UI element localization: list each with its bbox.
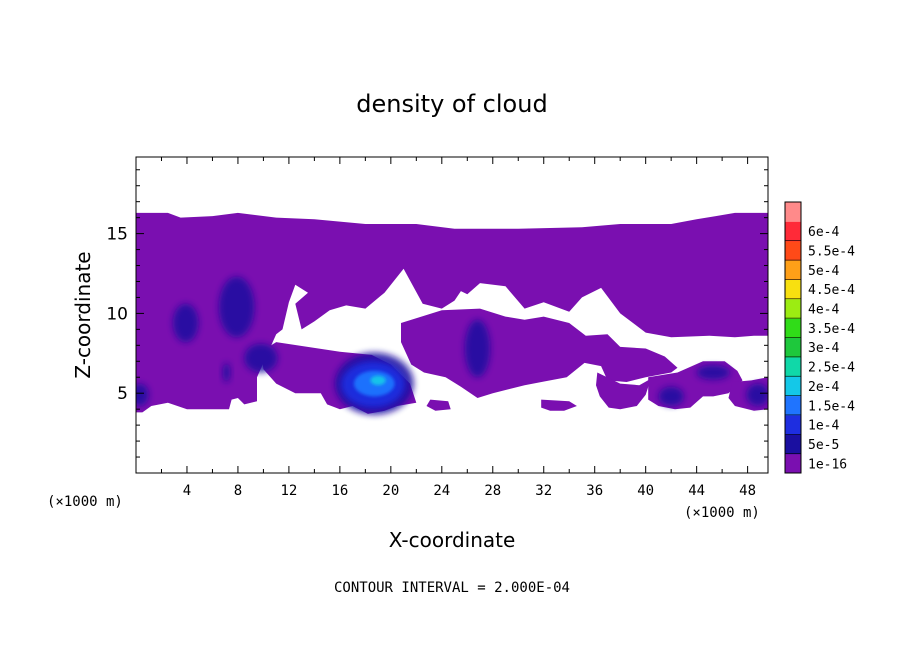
density-contour-level-1 (658, 386, 684, 406)
colorbar-label: 2e-4 (808, 380, 839, 395)
colorbar-label: 3.5e-4 (808, 322, 855, 337)
colorbar-label: 1e-4 (808, 419, 839, 434)
cloud-region-base (136, 212, 768, 413)
cloud-region-patch (426, 399, 451, 411)
density-contour-level-1 (218, 276, 255, 338)
colorbar-label: 1e-16 (808, 457, 847, 472)
x-unit-right-label: (×1000 m) (684, 505, 760, 521)
colorbar-swatch (785, 337, 801, 358)
x-tick-label: 12 (280, 483, 297, 499)
colorbar-label: 6e-4 (808, 225, 839, 240)
colorbar-swatch (785, 376, 801, 397)
x-tick-label: 4 (183, 483, 191, 499)
colorbar-swatch (785, 434, 801, 455)
colorbar-swatch (785, 240, 801, 261)
colorbar-swatch (785, 279, 801, 300)
colorbar-label: 1.5e-4 (808, 399, 855, 414)
y-tick-label: 10 (106, 304, 128, 324)
colorbar-label: 5e-5 (808, 438, 839, 453)
x-tick-label: 48 (739, 483, 756, 499)
y-tick-label: 5 (117, 384, 128, 404)
y-axis: 5 10 15 (106, 169, 768, 458)
colorbar-swatch (785, 221, 801, 242)
density-contour-level-4 (370, 375, 386, 386)
colorbar-swatch (785, 260, 801, 280)
x-tick-label: 32 (535, 483, 552, 499)
x-axis-label: X-coordinate (389, 528, 516, 552)
x-tick-label: 44 (688, 483, 705, 499)
colorbar-swatch (785, 395, 801, 416)
density-contour-level-1 (222, 362, 231, 383)
density-contour-level-1 (136, 383, 149, 406)
colorbar-swatch (785, 453, 801, 474)
density-contour-level-1 (746, 383, 768, 406)
density-contour-level-1 (464, 319, 491, 378)
colorbar-label: 3e-4 (808, 341, 839, 356)
y-tick-label: 15 (106, 225, 128, 245)
x-tick-label: 28 (484, 483, 501, 499)
density-contour-level-1 (696, 365, 730, 380)
x-axis: 4 8 12 16 20 24 28 32 36 40 44 48 (160, 157, 756, 499)
colorbar: 1e-16 5e-5 1e-4 1.5e-4 2e-4 2.5e-4 3e-4 3.5e-4 4… (784, 201, 855, 474)
colorbar-swatch (785, 298, 801, 319)
contour-interval-note: CONTOUR INTERVAL = 2.000E-04 (334, 580, 570, 596)
colorbar-swatch (785, 202, 801, 222)
cloud-region-patch (596, 372, 651, 410)
cloud-region-patch (541, 399, 577, 411)
x-unit-left-label: (×1000 m) (47, 494, 123, 510)
colorbar-label: 2.5e-4 (808, 361, 855, 376)
colorbar-swatch (785, 414, 801, 435)
x-tick-label: 40 (637, 483, 654, 499)
plot-frame (135, 156, 769, 474)
colorbar-swatch (785, 318, 801, 338)
x-tick-label: 8 (234, 483, 242, 499)
contour-field (136, 212, 768, 415)
x-tick-label: 36 (586, 483, 603, 499)
chart-title: density of cloud (356, 90, 547, 118)
colorbar-label: 4.5e-4 (808, 283, 855, 298)
colorbar-label: 5.5e-4 (808, 244, 855, 259)
x-tick-label: 20 (382, 483, 399, 499)
y-axis-label: Z-coordinate (71, 251, 95, 378)
density-contour-level-1 (173, 303, 199, 343)
colorbar-label: 5e-4 (808, 264, 839, 279)
colorbar-label: 4e-4 (808, 303, 839, 318)
x-tick-label: 16 (331, 483, 348, 499)
colorbar-swatch (785, 356, 801, 377)
density-contour-level-1 (244, 343, 278, 373)
x-tick-label: 24 (433, 483, 450, 499)
